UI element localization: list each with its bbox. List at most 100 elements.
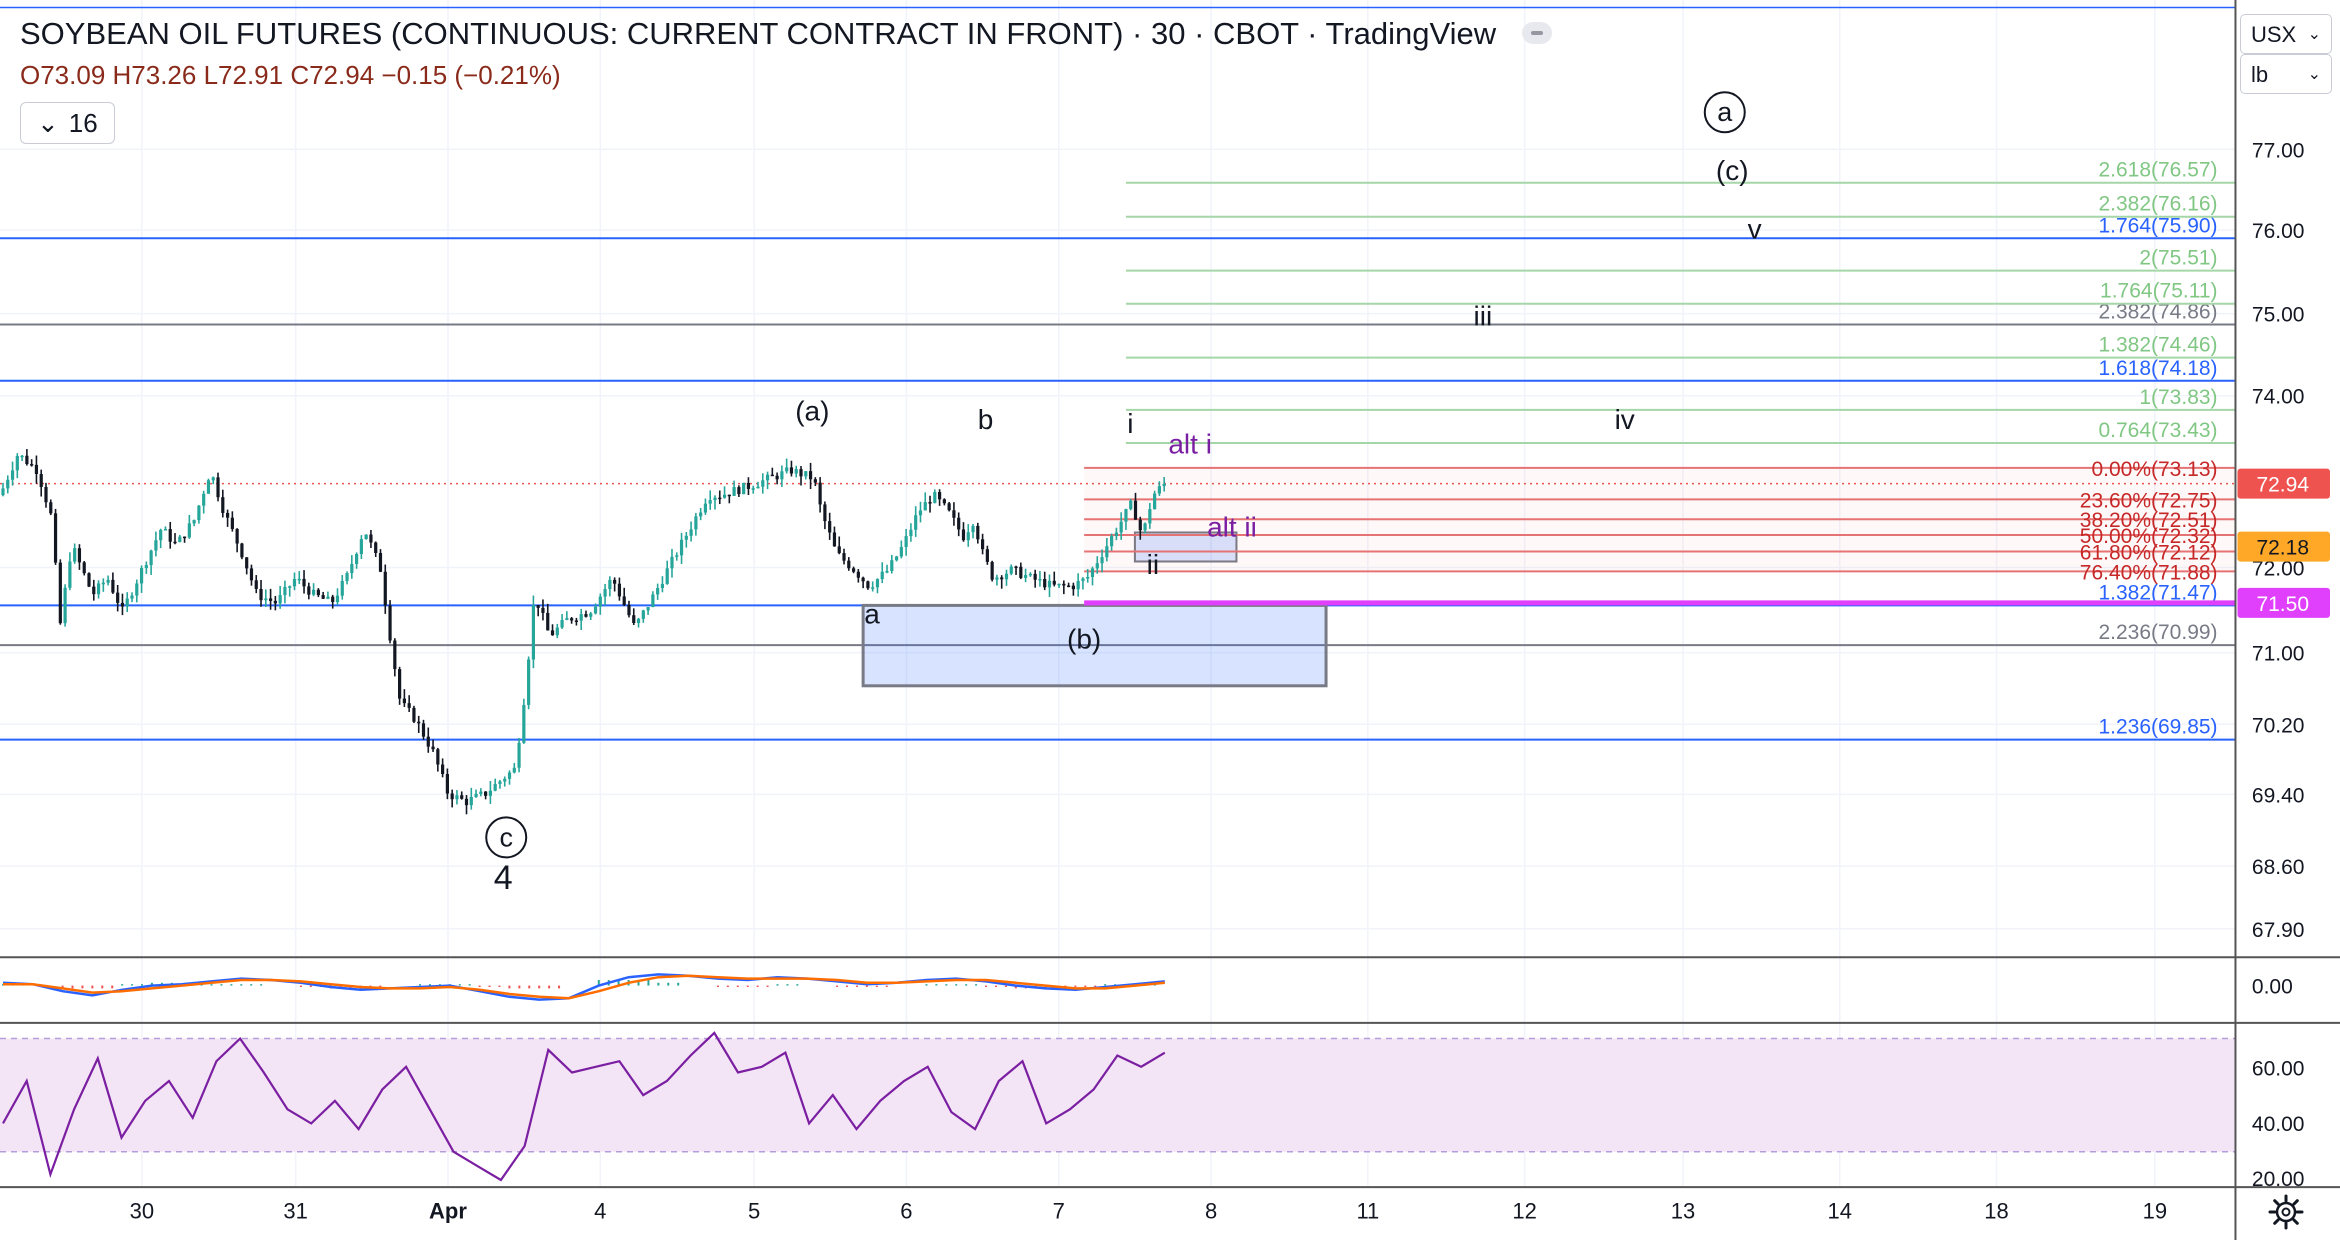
candle-body <box>221 497 225 513</box>
candle-body <box>101 582 105 585</box>
candle-body <box>163 529 168 531</box>
candle-body <box>421 723 426 737</box>
ohlc-readout: O73.09 H73.26 L72.91 C72.94 −0.15 (−0.21… <box>20 60 561 90</box>
wave-label: a <box>1717 97 1733 127</box>
candle-body <box>613 579 617 584</box>
wave-label: c <box>499 822 513 852</box>
time-tick-label: 19 <box>2143 1199 2167 1224</box>
candle-body <box>794 469 798 474</box>
time-tick-label: 30 <box>130 1199 154 1224</box>
candle-body <box>1047 580 1052 588</box>
price-tick-label: 77.00 <box>2252 139 2305 162</box>
candle-body <box>63 587 67 624</box>
candle-body <box>837 546 841 554</box>
candle-body <box>665 568 669 584</box>
candle-body <box>699 512 703 517</box>
candle-body <box>1019 566 1023 578</box>
gear-icon[interactable] <box>2266 1192 2306 1232</box>
candle-body <box>746 482 751 489</box>
candle-body <box>550 630 555 636</box>
price-tick-label: 70.20 <box>2252 714 2305 737</box>
candle-body <box>1143 523 1147 531</box>
price-tag-label: 72.94 <box>2256 474 2309 497</box>
rsi-tick-label: 20.00 <box>2252 1168 2305 1191</box>
macd-signal-line <box>3 974 1165 1000</box>
currency-select[interactable]: USX ⌄ <box>2240 14 2332 54</box>
candle-body <box>909 529 913 537</box>
candle-body <box>412 707 416 722</box>
candle-body <box>335 595 340 603</box>
wave-circle <box>485 816 528 859</box>
candle-body <box>1114 532 1118 537</box>
zone-boxes <box>0 482 2236 688</box>
candle-body <box>527 659 531 705</box>
candle-body <box>87 573 91 587</box>
candle-body <box>30 464 34 466</box>
unit-select[interactable]: lb ⌄ <box>2240 54 2332 94</box>
candle-body <box>1067 585 1071 588</box>
price-tag-label: 71.50 <box>2256 593 2309 616</box>
chevron-down-icon: ⌄ <box>2307 26 2321 43</box>
candle-body <box>484 791 488 796</box>
candle-body <box>240 543 244 558</box>
price-tick-label: 68.60 <box>2252 856 2305 879</box>
candle-body <box>441 764 445 775</box>
time-tick-label: 31 <box>283 1199 307 1224</box>
candle-body <box>316 589 320 596</box>
candle-body <box>1157 486 1161 494</box>
candle-body <box>871 587 875 589</box>
candle-body <box>899 547 903 557</box>
candle-body <box>636 618 641 624</box>
candle-body <box>1 488 5 496</box>
candle-body <box>116 592 120 603</box>
candle-body <box>168 529 172 542</box>
indicators-toggle-button[interactable]: ⌄ 16 <box>20 102 115 144</box>
grid <box>0 0 2236 1188</box>
candle-body <box>1095 563 1099 569</box>
candle-body <box>1153 493 1157 510</box>
fib-ext-label: 1.764(75.11) <box>2100 280 2218 303</box>
chevron-down-icon: ⌄ <box>37 108 59 138</box>
candle-body <box>245 557 249 569</box>
wave-label: v <box>1748 213 1762 244</box>
wave-label: (b) <box>1067 624 1101 655</box>
candle-body <box>1076 580 1080 590</box>
candle-body <box>890 560 894 572</box>
candle-body <box>732 487 736 496</box>
fib-ret-label: 50.00%(72.32) <box>2080 525 2218 548</box>
candle-body <box>1062 583 1066 586</box>
candle-body <box>1028 573 1032 576</box>
level-label: 1.618(74.18) <box>2098 357 2217 380</box>
candle-body <box>211 477 215 481</box>
candle-body <box>1009 566 1013 574</box>
wave-label: b <box>978 404 994 435</box>
wave-label: alt ii <box>1207 512 1257 543</box>
candle-body <box>708 500 712 504</box>
candle-body <box>555 627 559 636</box>
candle-body <box>359 539 363 555</box>
candle-body <box>393 640 397 670</box>
candle-body <box>278 595 282 604</box>
candle-body <box>875 579 880 588</box>
time-tick-label: 6 <box>900 1199 912 1224</box>
candle-body <box>120 602 125 607</box>
time-tick-label: Apr <box>429 1199 467 1224</box>
candle-body <box>622 596 626 605</box>
candle-body <box>202 493 206 506</box>
unit-value: lb <box>2251 62 2269 87</box>
candle-body <box>58 562 62 624</box>
candle-body <box>641 610 645 619</box>
candle-body <box>249 568 254 581</box>
wave-label: iv <box>1615 404 1635 435</box>
time-tick-label: 18 <box>1984 1199 2008 1224</box>
wave-circle <box>1703 91 1746 134</box>
collapse-legend-button[interactable] <box>1522 22 1552 44</box>
candle-body <box>254 580 258 589</box>
macd-tick-label: 0.00 <box>2252 976 2293 999</box>
candle-body <box>656 588 660 595</box>
candle-body <box>570 618 574 621</box>
candle-body <box>842 553 846 561</box>
price-tick-label: 67.90 <box>2252 919 2305 942</box>
